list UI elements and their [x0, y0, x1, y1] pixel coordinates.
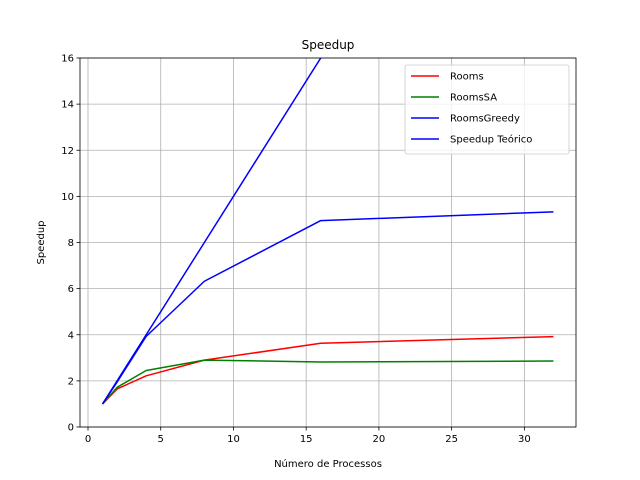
series-line-speedup-teorico	[101, 58, 322, 405]
x-axis-title: Número de Processos	[274, 458, 382, 470]
x-tick-label: 5	[158, 434, 164, 445]
legend: Rooms RoomsSA RoomsGreedy Speedup Teórico	[404, 64, 570, 155]
x-tick-label: 15	[300, 434, 313, 445]
x-tick-label: 30	[518, 434, 531, 445]
y-tick-label: 8	[68, 238, 74, 249]
y-tick-label: 14	[61, 100, 74, 111]
x-tick-label: 25	[445, 434, 458, 445]
legend-label-rooms: Rooms	[450, 72, 484, 83]
legend-label-roomssa: RoomsSA	[450, 93, 497, 104]
y-axis-title: Speedup	[36, 220, 47, 264]
x-tick-label: 20	[373, 434, 386, 445]
y-tick-label: 16	[61, 54, 74, 65]
axis-ticks: 0 5 10 15 20 25 30 0 2 4 6 8 10 12 14 16	[61, 54, 530, 446]
series-lines	[101, 58, 554, 405]
series-line-roomssa	[101, 359, 554, 405]
legend-label-roomsgreedy: RoomsGreedy	[450, 114, 520, 125]
y-tick-label: 6	[68, 284, 74, 295]
chart-title: Speedup	[302, 38, 355, 52]
x-tick-label: 0	[85, 434, 91, 445]
y-tick-label: 12	[61, 146, 74, 157]
series-line-rooms	[102, 335, 554, 405]
y-tick-label: 4	[68, 330, 74, 341]
y-tick-label: 10	[61, 192, 74, 203]
y-tick-label: 0	[68, 423, 74, 434]
x-tick-label: 10	[227, 434, 240, 445]
legend-label-speedup-teorico: Speedup Teórico	[450, 134, 532, 146]
y-tick-label: 2	[68, 376, 74, 387]
legend-box	[404, 64, 570, 155]
